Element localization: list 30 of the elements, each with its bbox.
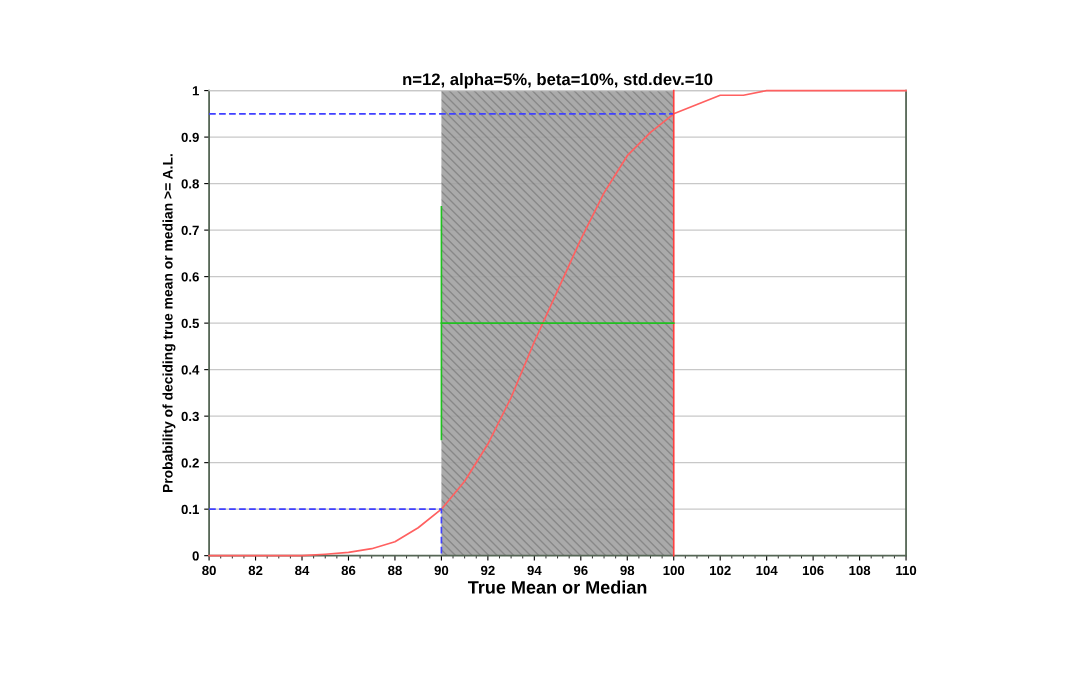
y-tick-label: 0.4 bbox=[181, 365, 200, 375]
y-tick-label: 0.5 bbox=[181, 318, 199, 329]
y-axis-title: Probability of deciding true mean or median >= A.L. bbox=[162, 154, 176, 493]
x-axis-title: True Mean or Median bbox=[467, 580, 647, 594]
y-tick-label: 0.7 bbox=[181, 225, 199, 236]
x-tick-label: 106 bbox=[802, 565, 824, 576]
x-tick-label: 84 bbox=[295, 565, 310, 576]
x-tick-label: 98 bbox=[620, 565, 635, 576]
y-tick-label: 0.6 bbox=[181, 272, 199, 282]
y-tick-label: 0.9 bbox=[181, 132, 199, 142]
y-tick-label: 1 bbox=[192, 86, 199, 96]
x-tick-label: 82 bbox=[248, 565, 263, 576]
y-tick-label: 0.8 bbox=[181, 179, 199, 189]
y-tick-label: 0.1 bbox=[181, 504, 199, 515]
x-tick-label: 90 bbox=[434, 565, 449, 576]
x-tick-label: 88 bbox=[388, 565, 402, 576]
x-tick-label: 100 bbox=[663, 565, 685, 576]
y-tick-label: 0.2 bbox=[181, 458, 199, 468]
x-tick-label: 96 bbox=[573, 565, 588, 576]
x-tick-label: 110 bbox=[896, 565, 917, 576]
x-tick-label: 108 bbox=[849, 565, 871, 576]
chart-title: n=12, alpha=5%, beta=10%, std.dev.=10 bbox=[403, 72, 713, 89]
x-tick-label: 94 bbox=[527, 565, 542, 576]
y-tick-label: 0.3 bbox=[181, 411, 199, 422]
x-tick-label: 104 bbox=[756, 565, 778, 576]
x-tick-label: 92 bbox=[480, 565, 495, 576]
x-tick-label: 80 bbox=[202, 565, 216, 576]
y-tick-label: 0 bbox=[192, 551, 199, 561]
x-tick-label: 86 bbox=[341, 565, 356, 576]
x-tick-label: 102 bbox=[710, 565, 731, 576]
